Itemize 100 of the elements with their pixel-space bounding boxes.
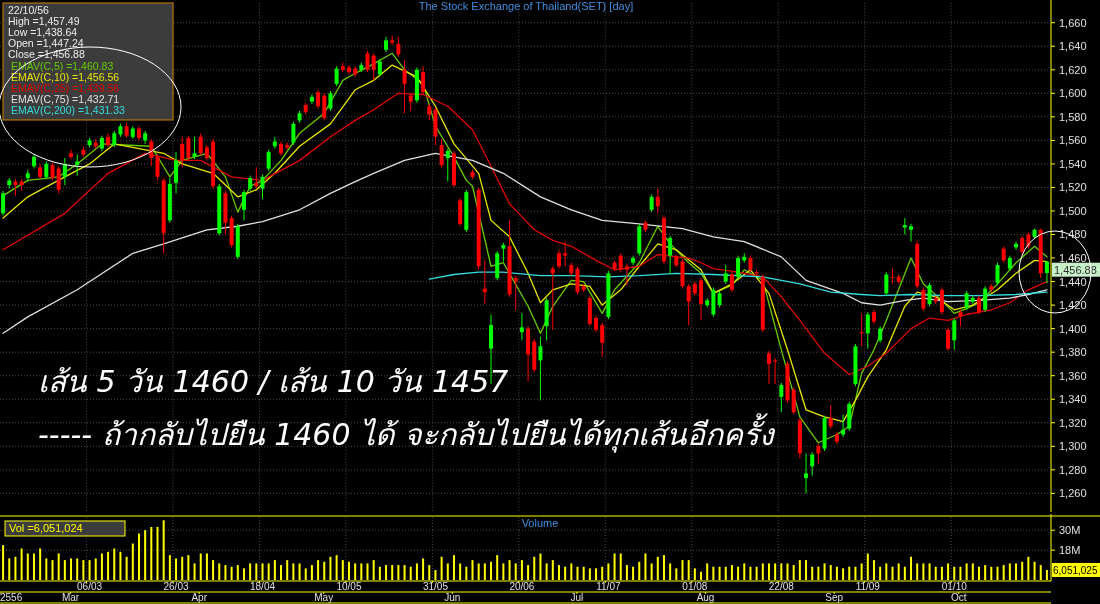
x2-tick-label: Jul [570, 592, 584, 603]
y-tick-label: 1,280 [1059, 463, 1087, 476]
candlestick [723, 264, 728, 285]
candlestick [291, 121, 296, 146]
y-tick-label: 1,580 [1059, 110, 1087, 123]
candlestick [309, 93, 314, 105]
candlestick [316, 89, 321, 110]
y-tick-label: 1,500 [1059, 204, 1087, 217]
annotation: Vol =6,051,024 [9, 522, 83, 534]
y-tick-label: 1,400 [1059, 322, 1087, 335]
y-tick-label: 1,340 [1059, 393, 1087, 406]
candlestick [396, 36, 401, 58]
y-tick-label: 1,300 [1059, 440, 1087, 453]
x2-tick-label: Aug [696, 592, 715, 603]
y-tick-label: 1,440 [1059, 275, 1087, 288]
candlestick [328, 90, 333, 112]
candlestick [810, 451, 815, 477]
candlestick [180, 136, 185, 168]
text: EMAV(C,200) =1,431.33 [11, 104, 126, 117]
candlestick [766, 350, 771, 385]
y-tick-label: 18M [1059, 544, 1081, 557]
candlestick [865, 311, 870, 350]
line-series [2, 152, 1048, 334]
x2-tick-label: Jun [444, 592, 461, 603]
candlestick [995, 262, 1000, 286]
candlestick [365, 50, 370, 73]
candlestick [773, 357, 778, 385]
y-tick-label: 1,460 [1059, 252, 1087, 265]
candlestick [260, 173, 265, 200]
candlestick [322, 92, 327, 121]
candlestick [668, 235, 673, 274]
candlestick [841, 414, 846, 438]
x2-tick-label: May [314, 592, 334, 603]
candlestick [556, 249, 561, 270]
x-tick-label: 01/10 [941, 581, 968, 592]
candlestick [513, 275, 518, 311]
candlestick [983, 285, 988, 313]
candlestick [921, 286, 926, 312]
candlestick [174, 151, 179, 194]
candlestick [56, 165, 61, 194]
candlestick [69, 149, 74, 160]
x-tick-label: 11/07 [596, 581, 621, 592]
x-tick-label: 01/08 [682, 581, 708, 592]
x2-tick-label: Sep [825, 592, 844, 603]
chart-title: The Stock Exchange of Thailand(SET) [day] [418, 0, 634, 12]
candlestick [445, 148, 450, 183]
candlestick [266, 149, 271, 172]
candlestick [501, 242, 506, 263]
y-tick-label: 1,660 [1059, 16, 1087, 29]
y-tick-label: 1,640 [1059, 40, 1087, 53]
y-tick-label: 1,620 [1059, 63, 1087, 76]
candlestick [828, 404, 833, 430]
x-tick-label: 31/05 [422, 581, 449, 592]
x2-tick-label: Oct [950, 592, 967, 603]
candlestick [618, 252, 623, 273]
candlestick [402, 59, 407, 114]
x-tick-label: 10/05 [336, 581, 362, 592]
candlestick [927, 282, 932, 307]
candlestick [779, 382, 784, 413]
annotation: 22/10/56 [8, 3, 50, 16]
candlestick [964, 290, 969, 311]
annotation: High =1,457.49 [8, 14, 80, 27]
annotation: เส้น 5 วัน 1460 / เส้น 10 วัน 1457 [38, 364, 509, 399]
text: EMAV(C,75) =1,432.71 [11, 93, 120, 106]
candlestick [699, 277, 704, 321]
x2-tick-label: Apr [191, 592, 208, 603]
candlestick [946, 326, 951, 352]
y-tick-label: 1,560 [1059, 134, 1087, 147]
candlestick [439, 138, 444, 168]
y-tick-label: 1,600 [1059, 87, 1087, 100]
candlestick [371, 52, 376, 81]
candlestick [884, 271, 889, 297]
candlestick [939, 286, 944, 315]
candlestick [458, 197, 463, 227]
y-tick-label: 1,540 [1059, 157, 1087, 170]
candlestick [816, 443, 821, 465]
candlestick [575, 265, 580, 295]
annotation: ----- ถ้ากลับไปยืน 1460 ได้ จะกลับไปยืนได้ทุกเส้นอีกครั้ง [38, 413, 776, 453]
y-tick-label: 1,520 [1059, 181, 1087, 194]
x-tick-label: 06/03 [77, 581, 103, 592]
x2-tick-label: Mar [61, 592, 80, 603]
candlestick [909, 223, 914, 243]
candlestick [729, 271, 734, 293]
x2-tick-label: 2556 [0, 592, 23, 603]
candlestick [952, 317, 957, 351]
candlestick [334, 65, 339, 87]
candlestick [1020, 235, 1025, 255]
candlestick [563, 241, 568, 267]
candlestick [421, 65, 426, 95]
x-tick-label: 18/04 [249, 581, 276, 592]
y-tick-label: 1,320 [1059, 416, 1087, 429]
candlestick [1, 190, 6, 217]
candlestick [155, 153, 160, 181]
candlestick [1044, 260, 1049, 284]
candlestick [655, 188, 660, 214]
y-tick-label: 1,380 [1059, 346, 1087, 359]
candlestick [143, 130, 148, 145]
candlestick [791, 386, 796, 416]
candlestick [241, 189, 246, 221]
candlestick [624, 263, 629, 286]
